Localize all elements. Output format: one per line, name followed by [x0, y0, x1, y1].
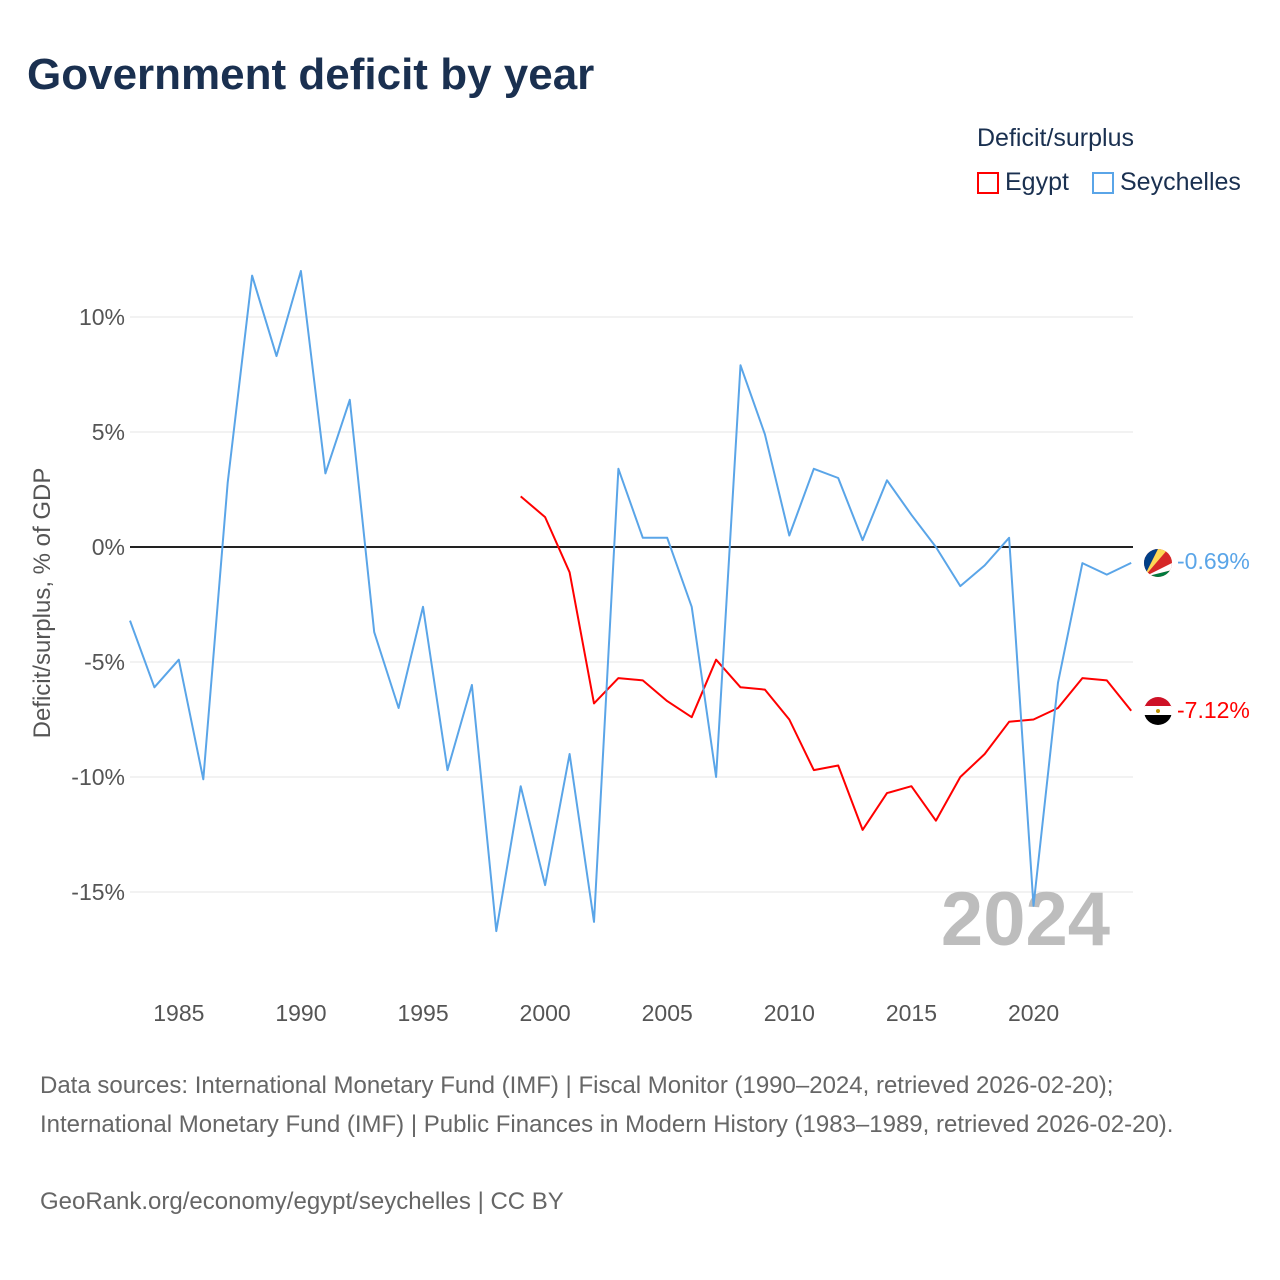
line-chart: 10% 5% 0% -5% -10% -15% 1985 1990 1995 2000 2005 2…: [29, 270, 1250, 1026]
x-tick-label: 2020: [1008, 1000, 1059, 1026]
chart-title: Government deficit by year: [27, 50, 595, 99]
legend-item-egypt[interactable]: Egypt: [977, 168, 1069, 197]
x-axis-ticks: 1985 1990 1995 2000 2005 2010 2015 2020: [153, 1000, 1059, 1026]
y-tick-label: 5%: [92, 419, 125, 445]
x-tick-label: 1995: [397, 1000, 448, 1026]
x-tick-label: 2000: [520, 1000, 571, 1026]
egypt-end-label: -7.12%: [1177, 697, 1250, 723]
seychelles-end-label: -0.69%: [1177, 548, 1250, 574]
legend-label-seychelles: Seychelles: [1120, 168, 1241, 196]
y-tick-label: 0%: [92, 534, 125, 560]
x-tick-label: 1985: [153, 1000, 204, 1026]
legend-item-seychelles[interactable]: Seychelles: [1092, 168, 1241, 197]
legend-swatch-egypt: [977, 171, 999, 194]
seychelles-flag-icon: [1144, 549, 1172, 577]
y-tick-label: -10%: [71, 764, 125, 790]
legend-title: Deficit/surplus: [977, 124, 1134, 152]
credit-link[interactable]: GeoRank.org/economy/egypt/seychelles | C…: [40, 1188, 564, 1215]
year-watermark: 2024: [941, 877, 1110, 962]
y-axis-label: Deficit/surplus, % of GDP: [29, 468, 56, 739]
legend-label-egypt: Egypt: [1005, 168, 1069, 196]
series-line-seychelles: [129, 270, 1132, 933]
y-tick-label: -5%: [84, 649, 125, 675]
x-tick-label: 2005: [642, 1000, 693, 1026]
x-tick-label: 2015: [886, 1000, 937, 1026]
series-line-egypt: [520, 495, 1132, 831]
x-tick-label: 2010: [764, 1000, 815, 1026]
legend-swatch-seychelles: [1092, 171, 1114, 194]
x-tick-label: 1990: [275, 1000, 326, 1026]
data-sources: Data sources: International Monetary Fun…: [40, 1072, 1174, 1138]
y-tick-label: 10%: [79, 304, 125, 330]
gridlines: [130, 316, 1133, 893]
egypt-flag-icon: [1144, 697, 1172, 725]
y-axis-ticks: 10% 5% 0% -5% -10% -15%: [71, 304, 125, 905]
y-tick-label: -15%: [71, 879, 125, 905]
